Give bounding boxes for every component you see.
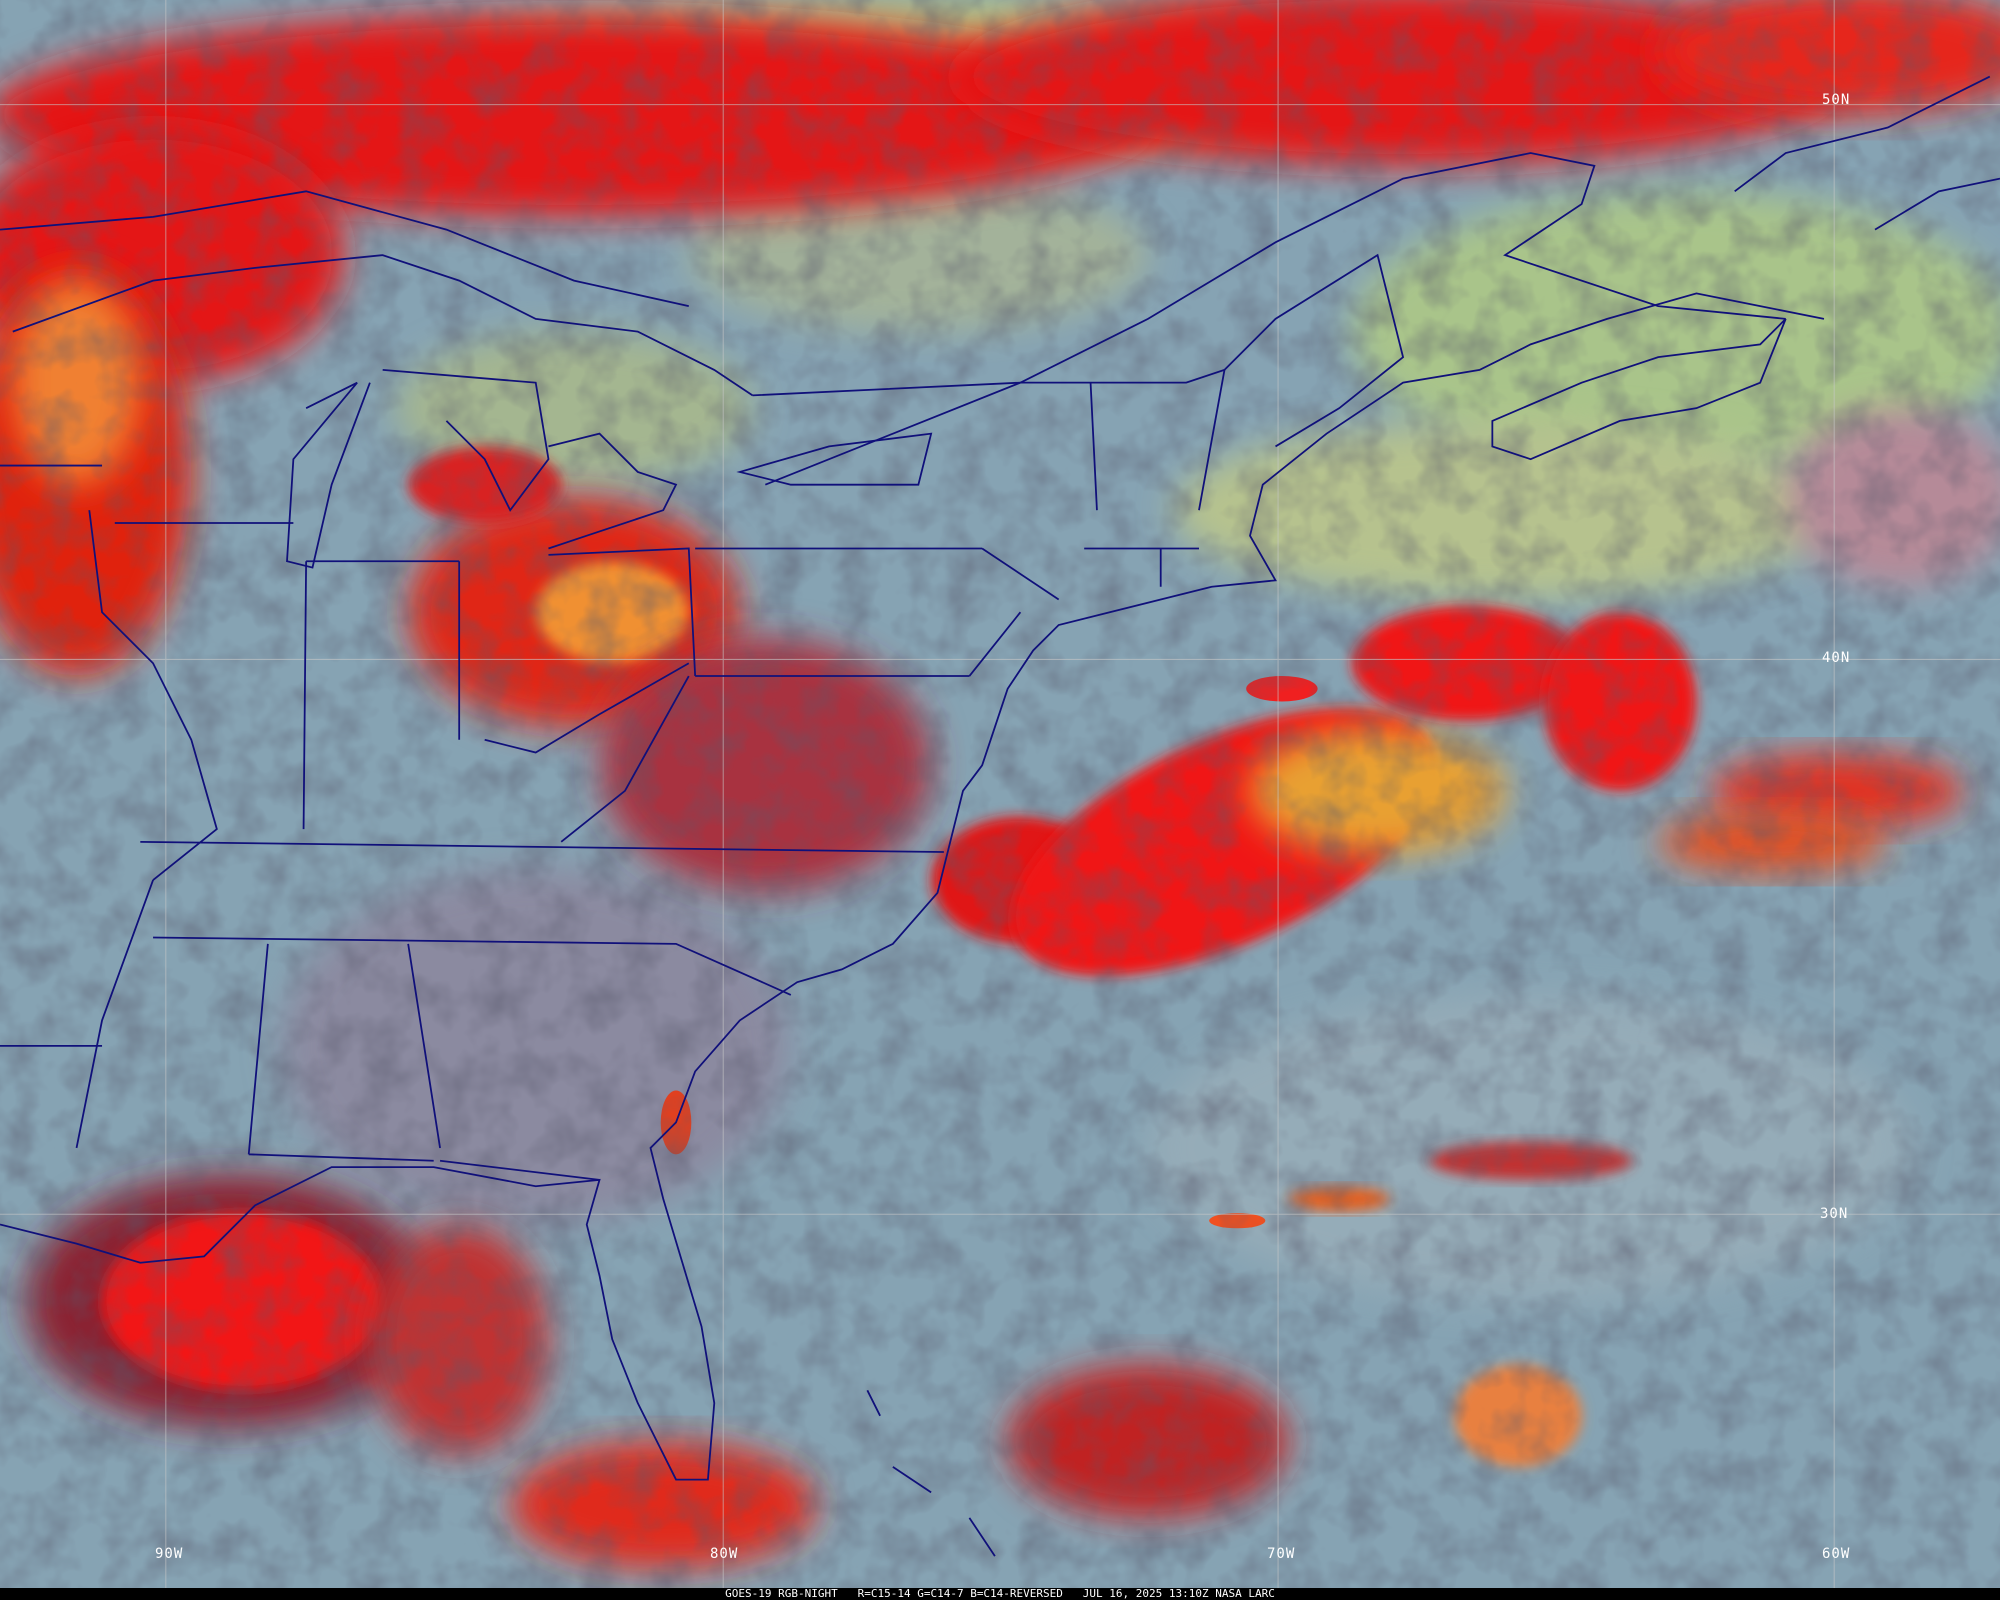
lon-label-90w: 90W: [155, 1546, 184, 1562]
great-lakes: [12, 254, 933, 569]
state-lines: [0, 369, 1226, 1181]
political-boundaries: [0, 75, 2000, 1557]
bahamas: [866, 1389, 996, 1557]
lon-label-60w: 60W: [1822, 1546, 1851, 1562]
lon-label-80w: 80W: [710, 1546, 739, 1562]
canada-us-border: [0, 190, 1405, 448]
lat-label-40n: 40N: [1822, 650, 1851, 666]
image-caption: GOES-19 RGB-NIGHT R=C15-14 G=C14-7 B=C14…: [0, 1588, 2000, 1600]
nova-scotia-newfoundland: [1491, 75, 2000, 461]
st-lawrence: [764, 152, 1786, 486]
coastline: [0, 292, 1825, 1481]
lat-label-30n: 30N: [1820, 1206, 1849, 1222]
lon-label-70w: 70W: [1267, 1546, 1296, 1562]
lat-label-50n: 50N: [1822, 92, 1851, 108]
